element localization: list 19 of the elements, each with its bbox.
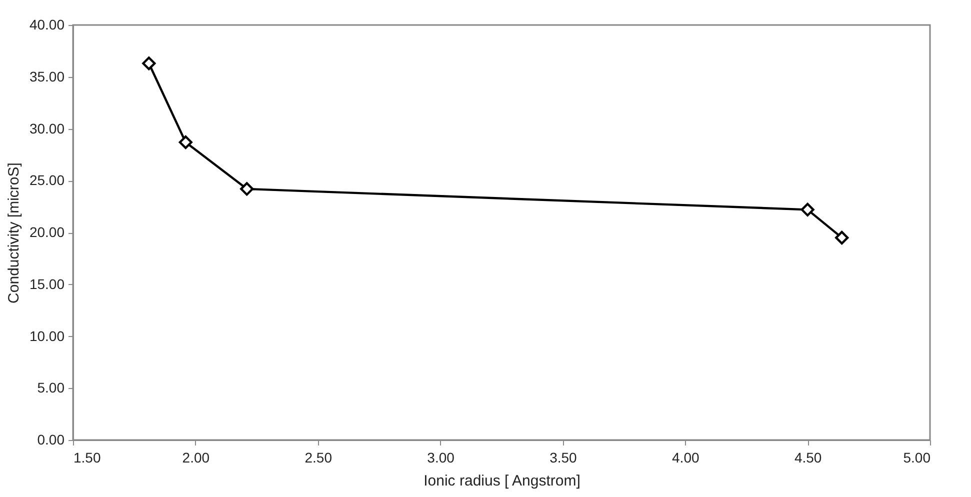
y-tick-label: 5.00	[37, 380, 65, 396]
y-tick-label: 30.00	[29, 120, 65, 136]
y-axis-title: Conductivity [microS]	[5, 162, 22, 304]
x-tick-label: 4.00	[672, 450, 700, 466]
x-tick-label: 2.50	[304, 450, 332, 466]
y-tick-label: 40.00	[29, 16, 65, 32]
y-tick-label: 20.00	[29, 224, 65, 240]
x-tick-label: 5.00	[903, 450, 931, 466]
x-tick-label: 2.00	[182, 450, 210, 466]
y-tick-label: 0.00	[37, 432, 65, 448]
x-tick-label: 4.50	[794, 450, 822, 466]
x-tick-label: 3.50	[550, 450, 578, 466]
y-tick-label: 35.00	[29, 68, 65, 84]
y-tick-label: 15.00	[29, 276, 65, 292]
x-tick-label: 3.00	[427, 450, 455, 466]
x-axis-title: Ionic radius [ Angstrom]	[424, 472, 580, 490]
y-tick-label: 25.00	[29, 172, 65, 188]
y-tick-label: 10.00	[29, 328, 65, 344]
x-tick-label: 1.50	[74, 450, 101, 466]
